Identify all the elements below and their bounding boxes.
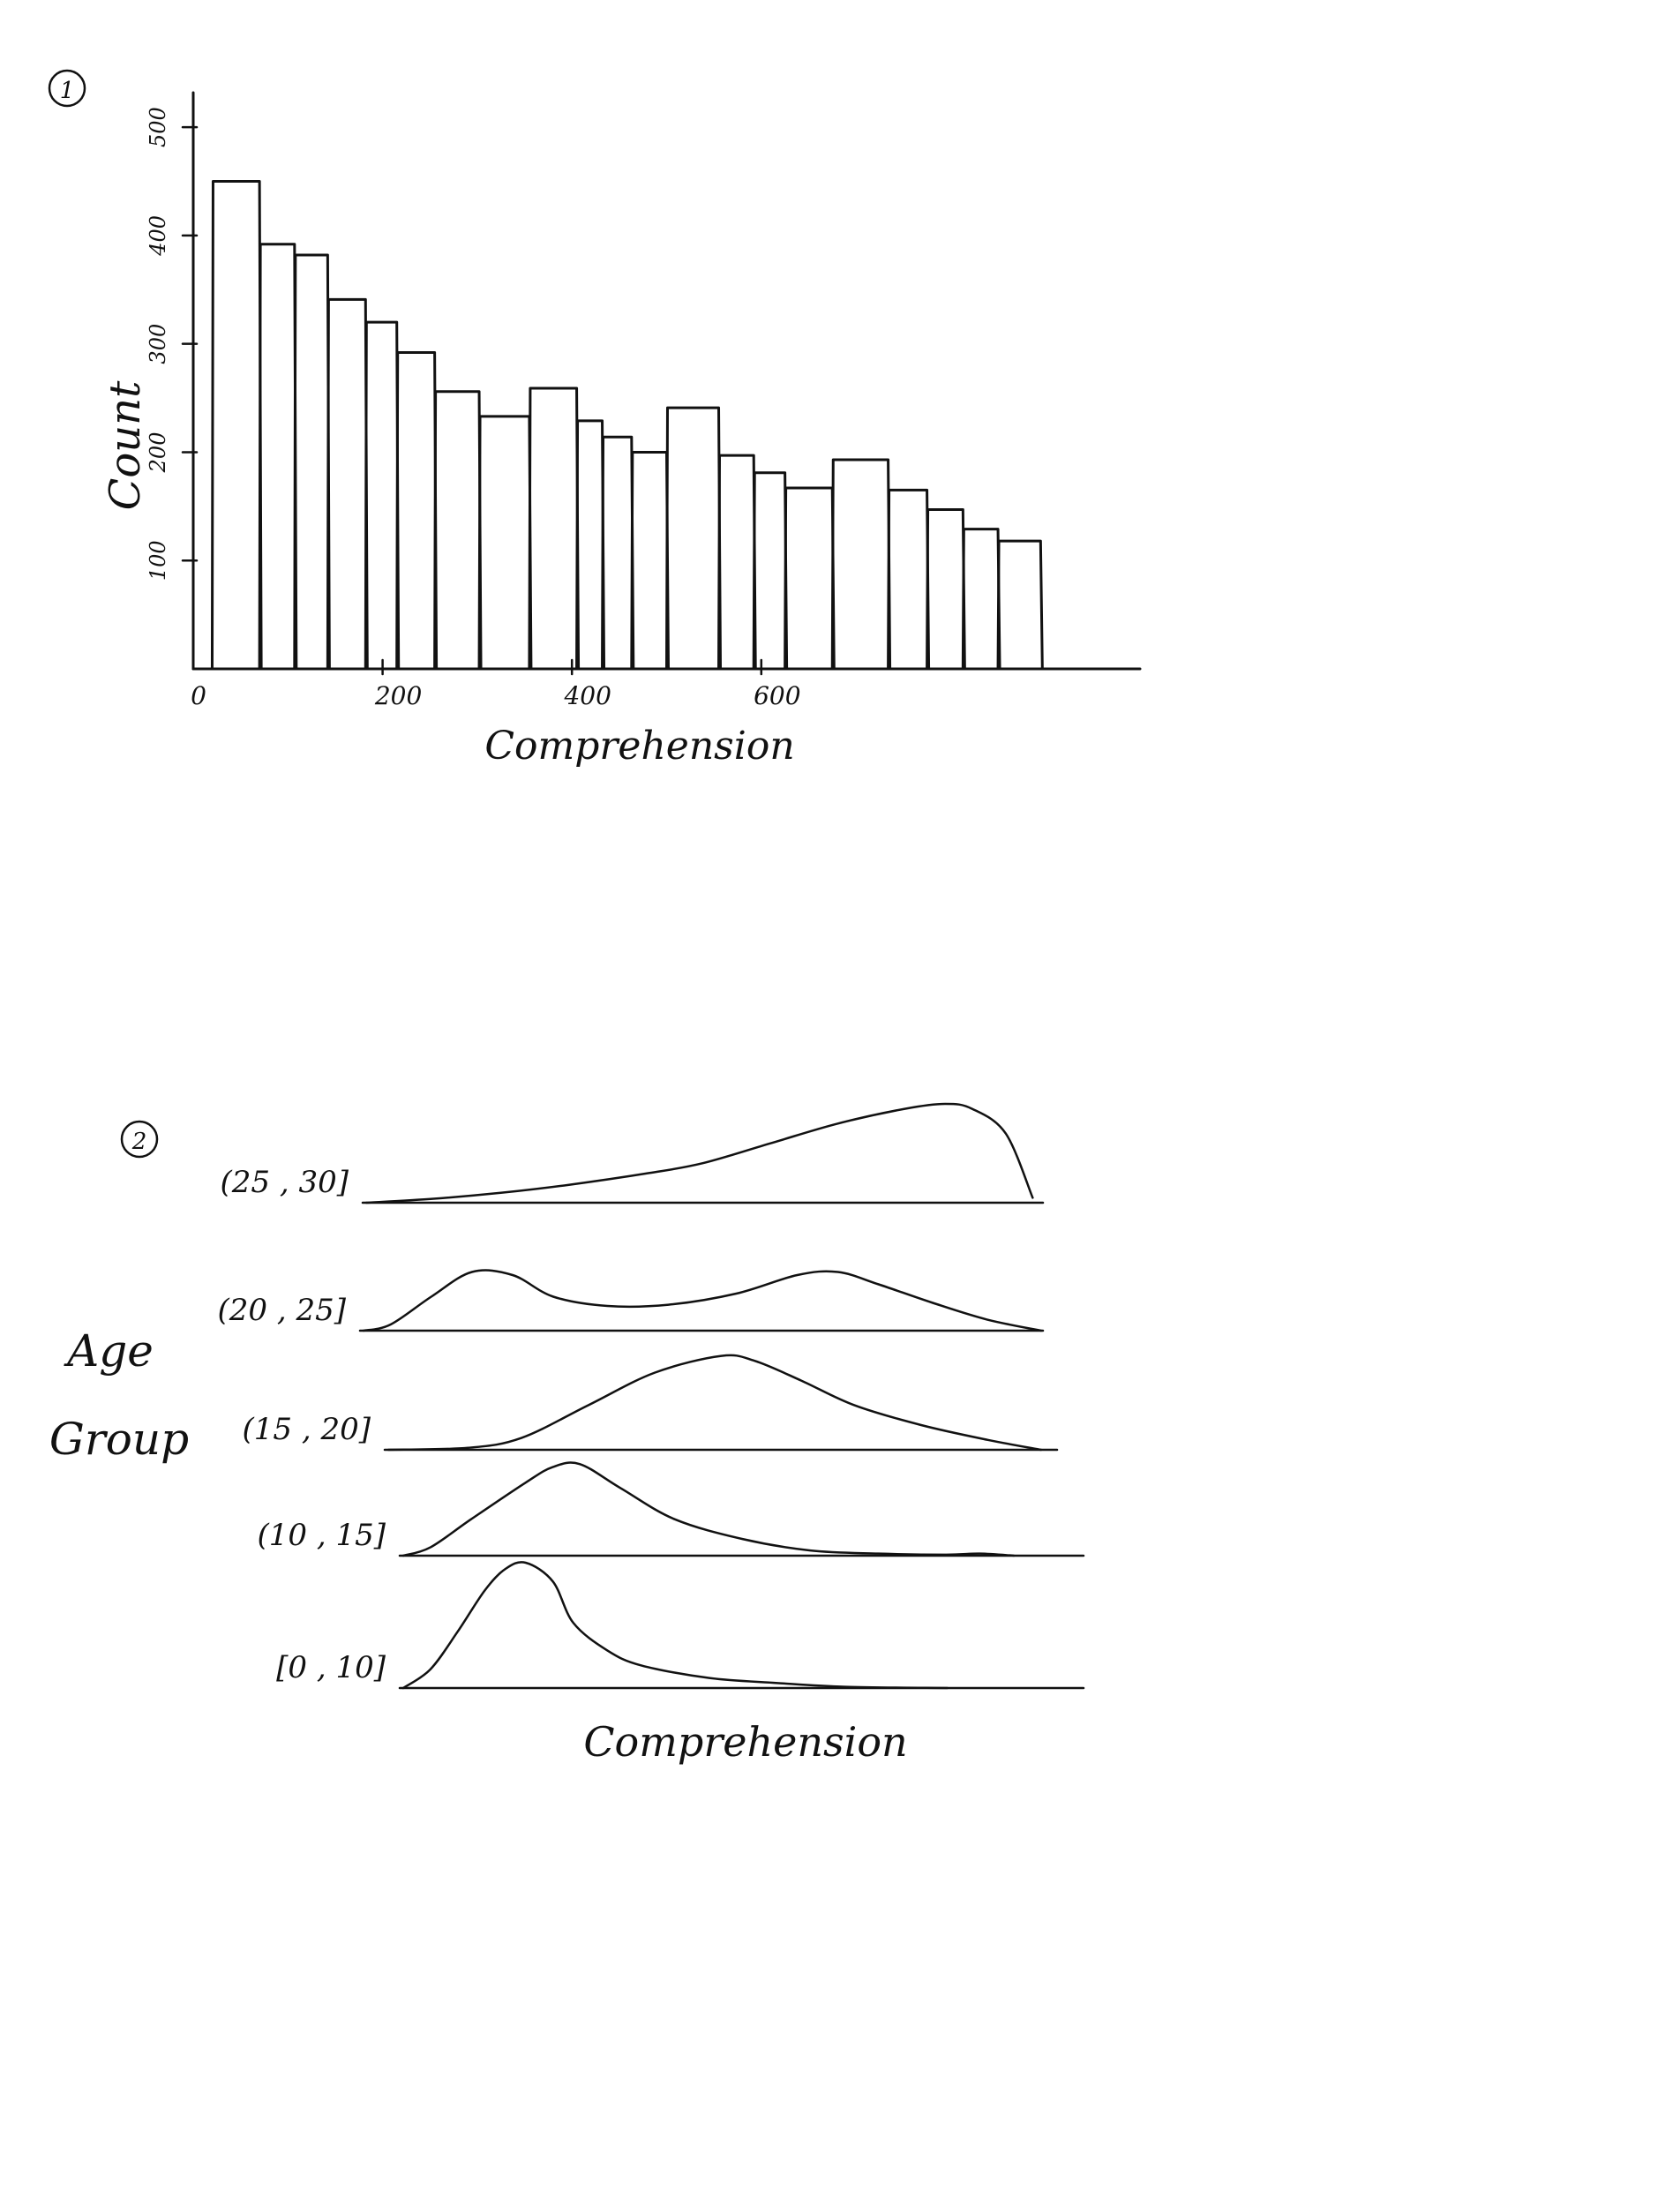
ridge-row: (15 , 20] (243, 1354, 1059, 1452)
ridgeline-rows: [0 , 10] (10 , 15] (15 , 20] (20 , 25] (25 ,… (218, 1102, 1085, 1690)
figure-1-marker: 1 (60, 78, 75, 104)
histogram-bar (961, 528, 1001, 671)
x-axis-ticks: 0 200 400 600 (191, 658, 801, 710)
age-group-label: (15 , 20] (243, 1412, 371, 1447)
age-group-label: (25 , 30] (221, 1165, 349, 1200)
histogram-bar (630, 450, 670, 671)
histogram-bar (665, 406, 723, 671)
histogram-bar (210, 180, 263, 671)
x-tick-label: 0 (191, 681, 206, 710)
ridge-row: (10 , 15] (258, 1461, 1085, 1557)
x-axis-label: Comprehension (583, 1718, 907, 1766)
ridge-row: (20 , 25] (218, 1269, 1045, 1332)
density-curve (386, 1354, 1043, 1452)
histogram-bar (477, 415, 533, 671)
y-tick-label: 300 (146, 324, 170, 364)
ridge-row: [0 , 10] (276, 1561, 1085, 1690)
y-axis-label: Count (101, 380, 150, 510)
density-curve (364, 1102, 1034, 1204)
histogram-bar (784, 486, 836, 671)
y-axis-label: Age Group (49, 1325, 189, 1465)
x-tick-label: 200 (374, 681, 422, 710)
figure-2-marker-circle (120, 1120, 159, 1159)
histogram-bar (395, 350, 439, 671)
y-axis-label-line: Age (64, 1325, 154, 1377)
ridge-row: (25 , 30] (221, 1102, 1045, 1204)
histogram-bar (830, 458, 892, 671)
density-curve (401, 1561, 949, 1690)
y-tick-label: 500 (146, 107, 170, 147)
figure-2-marker: 2 (131, 1129, 147, 1155)
x-tick-label: 400 (563, 681, 611, 710)
histogram-bar (528, 386, 581, 671)
figure-1: 1 100 200 300 400 500 0 200 400 600 Count Compr… (48, 69, 1142, 769)
density-curve (362, 1269, 1043, 1332)
y-axis-ticks: 100 200 300 400 500 (146, 107, 199, 581)
histogram-bar (364, 320, 401, 671)
histogram-bar (326, 297, 369, 671)
age-group-label: (10 , 15] (258, 1518, 386, 1553)
x-tick-label: 600 (754, 681, 800, 710)
histogram-bar (293, 253, 331, 671)
age-group-label: (20 , 25] (218, 1293, 347, 1328)
histogram-bar (258, 243, 298, 671)
histogram-bar (575, 419, 606, 671)
x-axis-label: Comprehension (484, 724, 794, 769)
age-group-label: [0 , 10] (276, 1650, 386, 1685)
histogram-bar (996, 539, 1044, 671)
y-axis-label-line: Group (49, 1414, 189, 1465)
histogram-bar (717, 454, 757, 671)
y-tick-label: 200 (146, 432, 170, 474)
y-tick-label: 100 (146, 540, 170, 581)
histogram-bar (601, 435, 635, 671)
histogram-bar (752, 471, 789, 671)
figure-1-marker-circle (48, 69, 86, 108)
histogram-bar (926, 508, 966, 671)
density-curve (401, 1461, 1016, 1557)
histogram-bar (887, 488, 931, 671)
figure-2: 2 [0 , 10] (10 , 15] (15 , 20] (20 , 25] (25… (49, 1102, 1085, 1766)
y-tick-label: 400 (146, 215, 170, 257)
histogram-bar (433, 390, 483, 671)
histogram-bars (210, 180, 1044, 671)
